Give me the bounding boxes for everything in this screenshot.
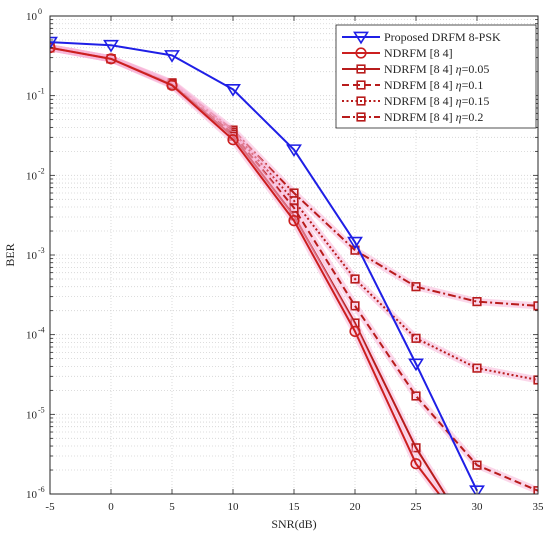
data-point [288, 215, 300, 227]
y-tick-label-exp: -5 [38, 405, 45, 414]
y-tick-label: 10 -3 [26, 246, 45, 262]
y-tick-label-base: 10 [26, 409, 38, 421]
data-point [105, 53, 117, 65]
y-tick-label-base: 10 [26, 11, 38, 23]
data-point [103, 39, 119, 53]
data-point [225, 84, 241, 97]
data-point [469, 485, 485, 494]
x-tick-label: 10 [228, 501, 240, 513]
x-tick-label: 35 [533, 501, 545, 513]
series-line [50, 46, 538, 492]
legend-label: NDRFM [8 4] η=0.1 [384, 78, 483, 92]
legend-label: NDRFM [8 4] η=0.2 [384, 110, 483, 124]
y-tick-label-exp: -6 [38, 485, 45, 494]
legend-entry: NDRFM [8 4] η=0.1 [342, 78, 483, 92]
series-line [50, 46, 538, 381]
data-point [408, 358, 424, 372]
data-point [533, 375, 538, 385]
legend-swatch-marker [355, 47, 367, 59]
data-point [350, 301, 360, 311]
y-axis-label: BER [3, 243, 17, 266]
y-tick-label-exp: -4 [38, 326, 45, 335]
data-point [411, 391, 421, 401]
x-tick-label: 5 [169, 501, 175, 513]
legend-entry: Proposed DRFM 8-PSK [342, 30, 501, 45]
y-tick-label-base: 10 [26, 250, 38, 262]
y-tick-label-base: 10 [26, 489, 38, 501]
legend-entry: NDRFM [8 4] η=0.05 [342, 62, 489, 76]
legend-swatch-marker [356, 112, 366, 122]
legend-entry: NDRFM [8 4] η=0.15 [342, 94, 489, 108]
x-tick-label: 20 [350, 501, 362, 513]
y-tick-label: 10 -1 [26, 87, 45, 103]
legend-box [335, 24, 537, 129]
x-tick-labels: -5 0 5 10 15 20 25 30 35 [45, 501, 544, 513]
data-point [164, 50, 180, 63]
data-point [533, 486, 538, 494]
y-tick-label-exp: -1 [38, 87, 45, 96]
y-tick-label-exp: -3 [38, 246, 45, 255]
data-point [349, 325, 361, 337]
y-tick-label: 10 -2 [26, 166, 45, 182]
y-tick-label: 10 -4 [26, 326, 45, 342]
y-tick-label-base: 10 [26, 330, 38, 342]
legend-entry: NDRFM [8 4] [342, 46, 453, 60]
y-tick-label-base: 10 [26, 170, 38, 182]
legend: Proposed DRFM 8-PSK NDRFM [8 4] NDRFM [8 4… [335, 24, 537, 129]
data-point [50, 36, 58, 50]
y-tick-label: 10 -5 [26, 405, 45, 421]
x-axis-label: SNR(dB) [271, 517, 316, 531]
y-tick-label-base: 10 [26, 91, 38, 103]
x-tick-label: 25 [411, 501, 423, 513]
y-tick-label: 10 0 [26, 7, 42, 23]
x-tick-label: 0 [108, 501, 114, 513]
data-point [411, 333, 421, 343]
x-tick-label: 15 [289, 501, 301, 513]
legend-label: Proposed DRFM 8-PSK [384, 30, 501, 44]
tick-marks [49, 15, 539, 495]
data-point [410, 458, 422, 470]
x-tick-label: -5 [45, 501, 55, 513]
series-0 [50, 36, 485, 494]
series-1 [50, 42, 444, 494]
legend-label: NDRFM [8 4] η=0.15 [384, 94, 489, 108]
data-point [347, 236, 363, 250]
y-tick-label: 10 -6 [26, 485, 45, 501]
data-point [472, 460, 482, 470]
data-point [533, 301, 538, 311]
data-point [286, 144, 302, 158]
y-tick-label-exp: -2 [38, 166, 45, 175]
y-tick-label-exp: 0 [38, 7, 42, 16]
x-tick-label: 30 [472, 501, 484, 513]
series-line [50, 46, 441, 494]
legend-label: NDRFM [8 4] [384, 46, 453, 60]
legend-swatch-marker [356, 64, 366, 74]
data-point [227, 134, 239, 146]
legend-swatch-marker [353, 31, 369, 45]
data-point [350, 274, 360, 284]
legend-swatch-marker [356, 80, 366, 90]
data-point [166, 79, 178, 91]
series-layer [50, 36, 538, 494]
data-point [472, 297, 482, 307]
legend-swatch-marker [356, 96, 366, 106]
legend-entry: NDRFM [8 4] η=0.2 [342, 110, 483, 124]
legend-label: NDRFM [8 4] η=0.05 [384, 62, 489, 76]
data-point [472, 363, 482, 373]
series-line [50, 41, 478, 492]
data-point [411, 282, 421, 292]
